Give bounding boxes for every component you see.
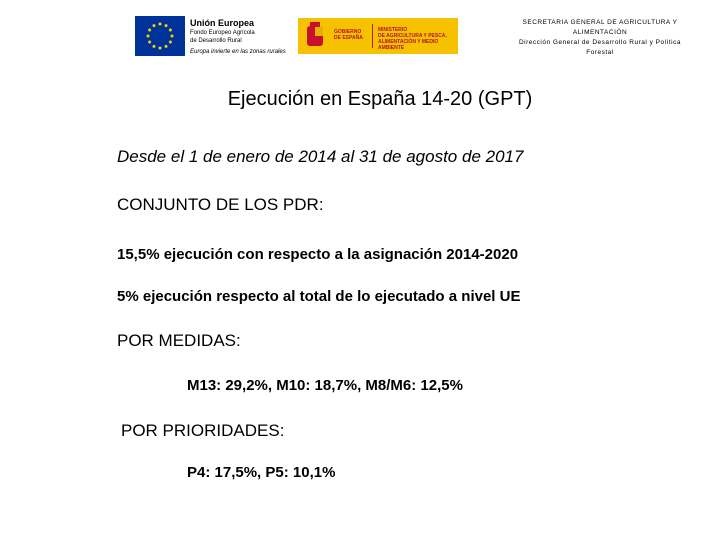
ministry-line: MINISTERIO	[378, 27, 408, 33]
ministry-line: ALIMENTACIÓN Y MEDIO AMBIENTE	[378, 39, 439, 51]
spain-logo: GOBIERNO DE ESPAÑA MINISTERIO DE AGRICUL…	[298, 18, 458, 54]
coat-of-arms	[307, 22, 323, 46]
eu-title: Unión Europea	[190, 18, 255, 28]
eu-flag	[135, 16, 185, 56]
priorities-text: P4: 17,5%, P5: 10,1%	[187, 464, 336, 481]
overall-item: 15,5% ejecución con respecto a la asigna…	[117, 246, 519, 263]
measures-text: M13: 29,2%, M10: 18,7%, M8/M6: 12,5%	[187, 377, 463, 394]
ministry-line: DE AGRICULTURA Y PESCA,	[378, 33, 447, 39]
divider	[372, 24, 373, 48]
department-line: Forestal	[586, 49, 614, 56]
period: Desde el 1 de enero de 2014 al 31 de ago…	[117, 147, 524, 166]
department-line: ALIMENTACIÓN	[572, 29, 628, 36]
fund-name: Fondo Europeo Agrícola	[190, 30, 255, 36]
ministry-label: MINISTERIO DE AGRICULTURA Y PESCA, ALIME…	[378, 27, 458, 51]
eu-logo-text: Unión Europea Fondo Europeo Agrícola de …	[190, 17, 286, 56]
department-line: Dirección General de Desarrollo Rural y …	[518, 39, 681, 46]
slide-title: Ejecución en España 14-20 (GPT)	[227, 88, 533, 110]
section-heading: POR PRIORIDADES:	[121, 421, 285, 440]
gov-line: DE ESPAÑA	[334, 35, 363, 41]
section-heading: POR MEDIDAS:	[117, 331, 241, 350]
overall-item: 5% ejecución respecto al total de lo eje…	[117, 288, 521, 305]
eu-motto: Europa invierte en las zonas rurales	[190, 49, 286, 55]
government-label: GOBIERNO DE ESPAÑA	[334, 29, 363, 41]
fund-name: de Desarrollo Rural	[190, 38, 242, 44]
department: SECRETARIA GENERAL DE AGRICULTURA Y ALIM…	[495, 18, 705, 58]
section-heading: CONJUNTO DE LOS PDR:	[117, 195, 324, 214]
department-line: SECRETARIA GENERAL DE AGRICULTURA Y	[522, 19, 678, 26]
gov-line: GOBIERNO	[334, 29, 362, 35]
